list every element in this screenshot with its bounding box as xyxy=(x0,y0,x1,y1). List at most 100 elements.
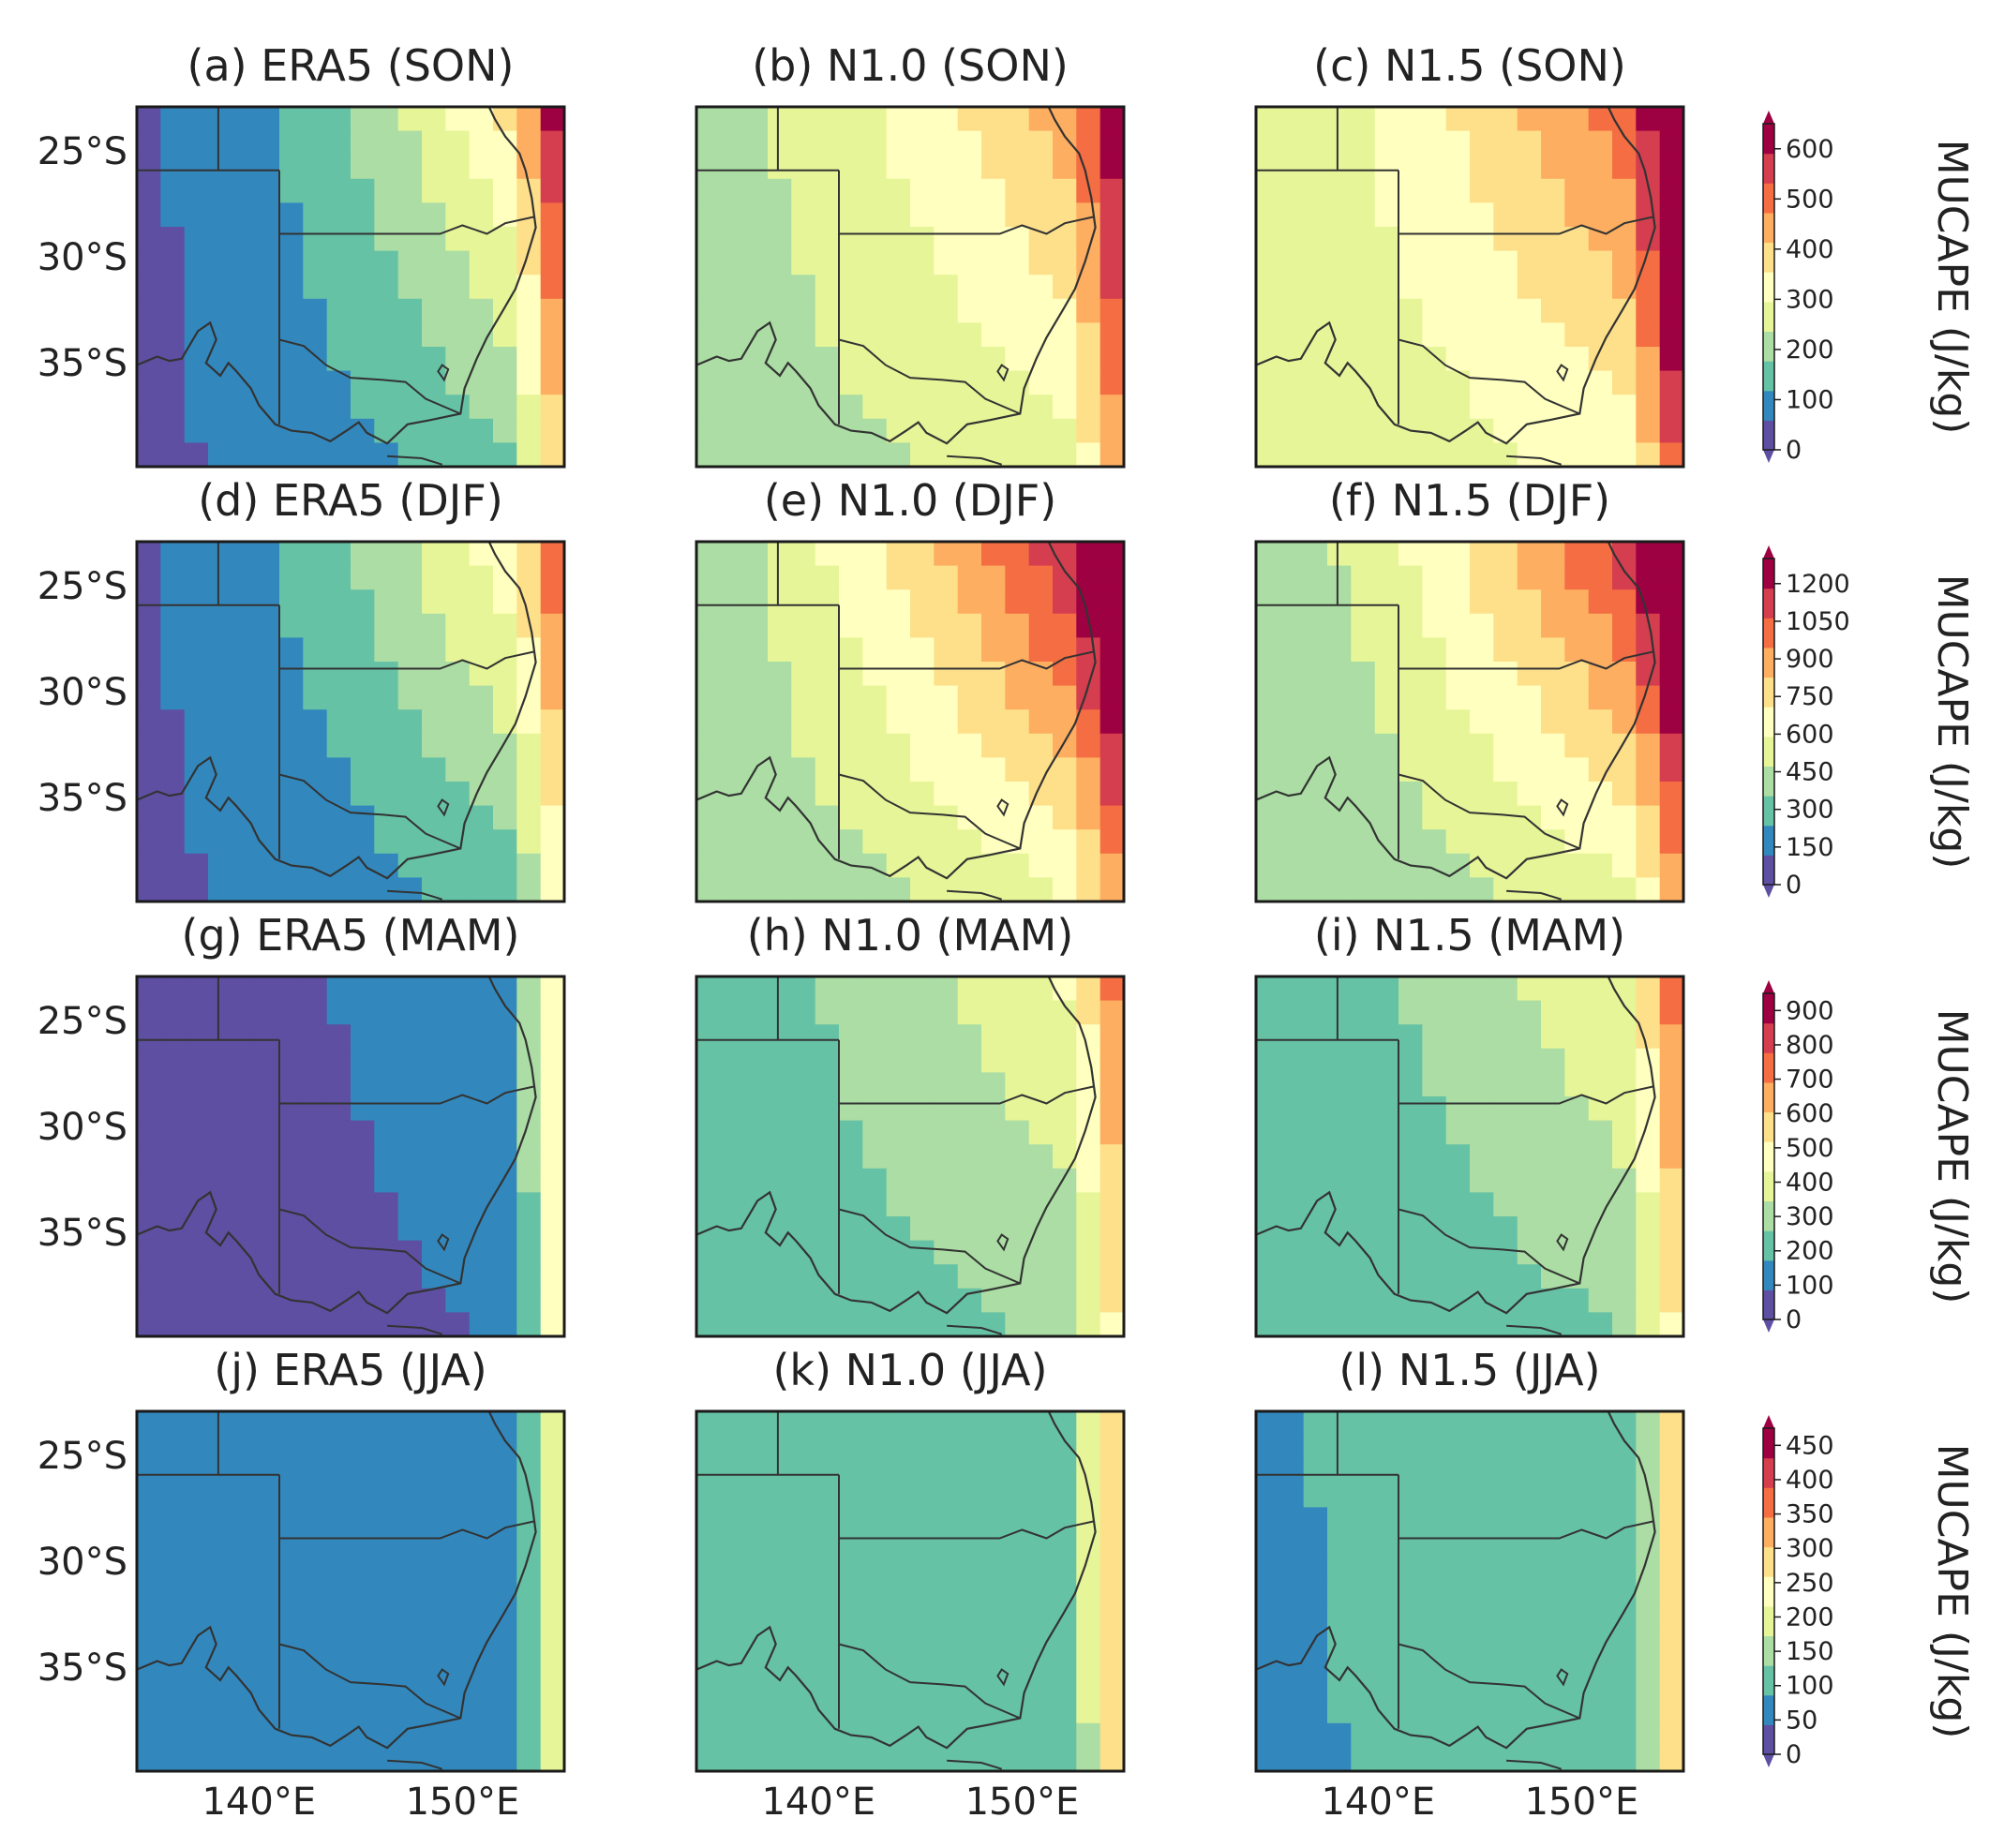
heat-cell xyxy=(1422,685,1447,710)
heat-cell xyxy=(255,1651,280,1677)
heat-cell xyxy=(1541,589,1565,615)
heat-cell xyxy=(137,1579,161,1604)
heat-cell xyxy=(815,250,840,276)
heat-cell xyxy=(862,1192,888,1217)
heat-cell xyxy=(540,709,565,735)
heat-cell xyxy=(1398,1555,1423,1580)
heat-cell xyxy=(1517,757,1542,782)
heat-cell xyxy=(326,322,351,348)
heat-cell xyxy=(184,275,209,300)
heat-cell xyxy=(1541,733,1565,758)
heat-cell xyxy=(1588,1602,1613,1628)
heat-cell xyxy=(303,1024,328,1050)
heat-cell xyxy=(1076,976,1101,1002)
heat-cell xyxy=(469,1288,494,1313)
heat-cell xyxy=(1374,662,1399,687)
heat-cell xyxy=(957,542,982,567)
heat-cell xyxy=(1422,130,1447,156)
heat-cell xyxy=(469,1699,494,1724)
heat-cell xyxy=(137,565,161,590)
heat-cell xyxy=(839,370,863,395)
heat-cell xyxy=(1351,757,1376,782)
heat-cell xyxy=(540,298,565,323)
heat-cell xyxy=(768,1435,792,1460)
coastline xyxy=(695,1410,1097,1750)
heat-cell xyxy=(815,347,840,372)
heat-cell xyxy=(351,1699,375,1724)
heat-cell xyxy=(1351,347,1376,372)
heat-cell xyxy=(1303,853,1328,878)
heat-cell xyxy=(1256,1747,1280,1772)
colorbar-tick-label: 600 xyxy=(1786,135,1834,164)
heat-cell xyxy=(540,1507,565,1532)
heat-cell xyxy=(815,1483,840,1508)
heat-cell xyxy=(1517,1168,1542,1193)
heat-cell xyxy=(957,1024,982,1050)
heat-cell xyxy=(303,322,328,348)
heat-cell xyxy=(1256,1168,1280,1193)
heat-cell xyxy=(303,1579,328,1604)
heat-cell xyxy=(1493,1072,1518,1097)
row-djf: (d) ERA5 (DJF)25°S30°S35°S(e) N1.0 (DJF)… xyxy=(37,475,1976,903)
heat-cell xyxy=(1541,155,1565,180)
heat-cell xyxy=(839,1555,863,1580)
heat-cell xyxy=(1588,542,1613,567)
heat-cell xyxy=(1374,1411,1399,1437)
heat-cell xyxy=(743,107,769,132)
heat-cell xyxy=(1612,1411,1637,1437)
heat-cell xyxy=(934,1435,959,1460)
heat-cell xyxy=(1493,1435,1518,1460)
heat-cell xyxy=(1541,1168,1565,1193)
heat-cell xyxy=(516,130,542,156)
heat-cell xyxy=(910,1459,935,1484)
heat-cell xyxy=(1351,1048,1376,1073)
heat-cell xyxy=(1564,1459,1590,1484)
heat-cell xyxy=(1398,130,1423,156)
heat-cell xyxy=(1028,275,1054,300)
heat-cell xyxy=(516,685,542,710)
heat-cell xyxy=(1028,1120,1054,1145)
panel-frame xyxy=(1254,105,1685,469)
heat-cell xyxy=(540,178,565,203)
heat-cell xyxy=(1076,542,1101,567)
heat-cell xyxy=(1028,1627,1054,1652)
heat-cell xyxy=(1564,1435,1590,1460)
heat-cell xyxy=(1256,418,1280,443)
heat-cell xyxy=(815,1000,840,1025)
heat-cell xyxy=(1303,107,1328,132)
heat-cell xyxy=(791,877,816,902)
heat-cell xyxy=(1470,178,1494,203)
heat-cell xyxy=(934,107,959,132)
heat-cell xyxy=(255,155,280,180)
heat-cell xyxy=(1636,829,1661,855)
heat-cell xyxy=(1445,1000,1471,1025)
heat-cell xyxy=(1445,1048,1471,1073)
heat-cell xyxy=(1256,1602,1280,1628)
heat-cell xyxy=(1659,1651,1684,1677)
heat-cell xyxy=(303,107,328,132)
heat-cell xyxy=(1099,685,1125,710)
heat-cell xyxy=(1588,370,1613,395)
heat-cell xyxy=(743,442,769,468)
colorbar-swatch xyxy=(1763,736,1774,767)
heat-cell xyxy=(791,442,816,468)
heat-cell xyxy=(516,1312,542,1337)
heat-cell xyxy=(422,1048,446,1073)
heat-cell xyxy=(255,1459,280,1484)
heat-cell xyxy=(981,709,1006,735)
heat-cell xyxy=(326,1120,351,1145)
heat-cell xyxy=(1279,1048,1305,1073)
heat-cell xyxy=(232,442,257,468)
heat-cell xyxy=(469,1000,494,1025)
heat-cell xyxy=(1564,1048,1590,1073)
heat-cell xyxy=(1028,250,1054,276)
heat-cell xyxy=(137,107,161,132)
heat-cell xyxy=(422,1216,446,1242)
heat-cell xyxy=(1028,178,1054,203)
heat-cell xyxy=(1005,1192,1030,1217)
heat-cell xyxy=(397,1699,423,1724)
heat-cell xyxy=(1659,709,1684,735)
heat-cell xyxy=(374,322,399,348)
heat-cell xyxy=(374,1120,399,1145)
heat-cell xyxy=(397,322,423,348)
